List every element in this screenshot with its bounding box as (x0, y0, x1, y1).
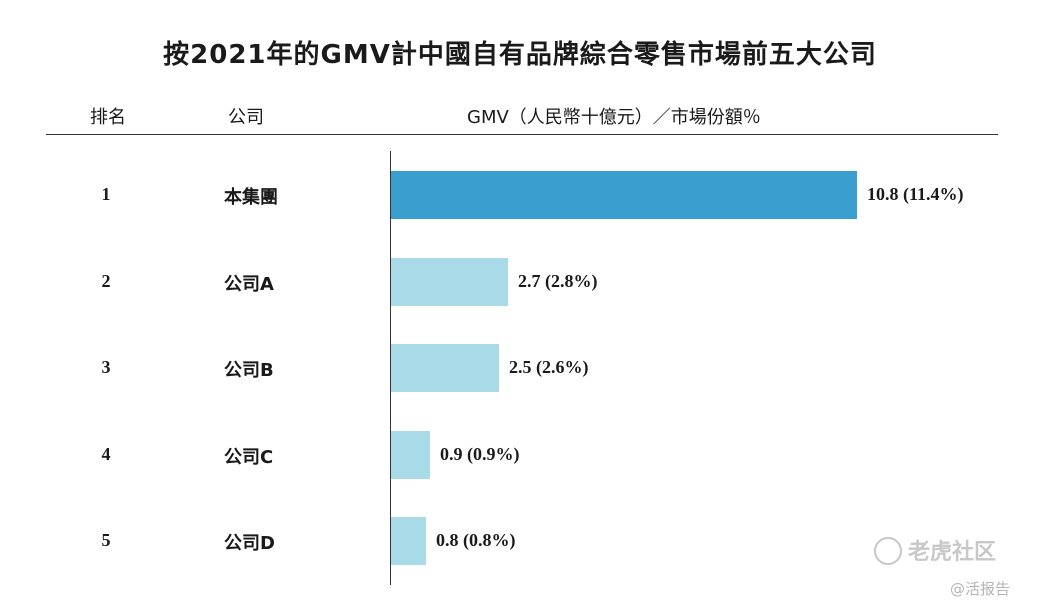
data-label: 2.5 (2.6%) (509, 357, 589, 377)
header-gmv: GMV（人民幣十億元）／市場份額％ (467, 107, 761, 128)
data-label: 0.9 (0.9%) (440, 443, 520, 464)
bar (391, 344, 499, 392)
rank-label: 4 (101, 443, 111, 464)
bar (391, 171, 857, 219)
bar (391, 257, 508, 306)
company-label: 公司D (224, 533, 275, 554)
rank-label: 5 (101, 530, 111, 550)
rank-label: 3 (101, 357, 111, 377)
data-label: 2.7 (2.8%) (518, 270, 598, 291)
header-rule (46, 134, 998, 135)
bar (391, 430, 430, 479)
header-company: 公司 (228, 107, 264, 128)
watermark-sub: @活报告 (950, 580, 1011, 598)
bar (391, 517, 426, 565)
company-label: 本集團 (224, 187, 278, 208)
watermark: 老虎社区 (874, 534, 996, 567)
watermark-main: 老虎社区 (908, 540, 997, 565)
value-axis-line (390, 151, 391, 585)
chart-title: 按2021年的GMV計中國自有品牌綜合零售市場前五大公司 (163, 40, 877, 70)
company-label: 公司A (224, 273, 274, 295)
header-rank: 排名 (90, 107, 126, 128)
company-label: 公司B (224, 360, 274, 381)
rank-label: 1 (101, 184, 111, 204)
data-label: 0.8 (0.8%) (436, 530, 516, 550)
company-label: 公司C (224, 446, 274, 468)
tiger-community-icon (874, 537, 902, 565)
data-label: 10.8 (11.4%) (867, 184, 964, 204)
rank-label: 2 (101, 270, 111, 291)
